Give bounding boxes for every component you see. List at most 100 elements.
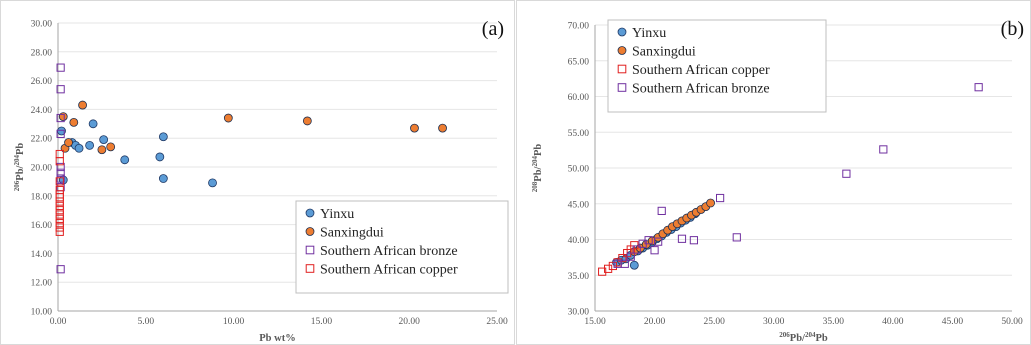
data-point <box>155 152 165 162</box>
chart-b-y-tick-label: 60.00 <box>568 93 590 103</box>
chart-b-x-tick-label: 40.00 <box>882 317 904 327</box>
chart-b-y-tick-label: 40.00 <box>568 236 590 246</box>
data-point <box>56 85 65 94</box>
data-point <box>598 267 607 276</box>
data-point <box>644 236 653 245</box>
data-point <box>158 174 168 183</box>
chart-b-legend <box>607 19 827 113</box>
data-point <box>208 178 217 188</box>
data-point <box>302 116 312 126</box>
chart-b-x-tick-label: 20.00 <box>644 317 666 327</box>
chart-b-y-tick-label: 50.00 <box>568 165 590 175</box>
chart-a-y-tick-label: 14.00 <box>31 250 53 260</box>
chart-b-x-tick-label: 45.00 <box>942 317 964 327</box>
legend-marker <box>617 64 627 74</box>
scatter-chart-b: 30.00 35.00 40.00 45.00 50.00 55.00 60.00 65.00… <box>516 0 1031 345</box>
legend-entry-yinxu: Yinxu <box>320 207 354 222</box>
chart-a-y-tick-label: 16.00 <box>31 221 53 231</box>
data-point <box>604 264 613 273</box>
chart-a-x-tick-label: 15.00 <box>311 317 333 327</box>
chart-b-y-tick-label: 65.00 <box>568 57 590 67</box>
data-point <box>732 233 741 242</box>
chart-a-y-tick-label: 10.00 <box>31 308 53 318</box>
chart-b-y-tick-label: 45.00 <box>568 200 590 210</box>
chart-b-x-axis-title: 206Pb/204Pb <box>779 331 828 344</box>
data-point <box>716 193 725 203</box>
chart-b-panel-label: (b) <box>1001 18 1024 40</box>
chart-b-y-tick-label: 70.00 <box>568 22 590 32</box>
data-point <box>85 140 95 150</box>
chart-b-x-tick-label: 15.00 <box>584 317 606 327</box>
data-point <box>632 245 641 254</box>
data-point <box>626 252 635 261</box>
data-point <box>55 210 64 219</box>
chart-panel-b: 30.00 35.00 40.00 45.00 50.00 55.00 60.00 65.00… <box>516 0 1031 345</box>
data-point <box>78 100 87 110</box>
data-point <box>55 206 64 215</box>
data-point <box>689 236 698 245</box>
data-point <box>55 223 64 232</box>
legend-entry-southern-african-copper: Southern African copper <box>320 263 458 278</box>
data-point <box>106 142 116 152</box>
data-point <box>69 117 79 127</box>
data-point <box>55 197 64 206</box>
chart-a-legend <box>295 200 509 294</box>
data-point <box>120 155 130 165</box>
data-point <box>56 174 65 183</box>
chart-b-y-tick-label: 30.00 <box>568 308 590 318</box>
legend-entry-southern-african-bronze: Southern African bronze <box>320 244 458 259</box>
data-point <box>55 177 64 186</box>
chart-a-x-tick-label: 20.00 <box>399 317 421 327</box>
data-point <box>56 113 65 123</box>
chart-b-y-axis-title: 208Pb/204Pb <box>531 144 544 193</box>
chart-b-series-southern-african-bronze <box>613 83 983 268</box>
data-point <box>74 143 84 153</box>
chart-a-y-tick-label: 22.00 <box>31 135 53 145</box>
legend-marker <box>305 264 315 273</box>
data-point <box>629 260 639 270</box>
chart-a-y-tick-label: 28.00 <box>31 48 53 58</box>
legend-marker <box>305 208 315 218</box>
chart-b-x-tick-label: 50.00 <box>1001 317 1023 327</box>
scatter-chart-a: 10.00 12.00 14.00 16.00 18.00 20.00 22.00 24.00… <box>0 0 515 345</box>
data-point <box>55 227 64 236</box>
chart-a-series-sanxingdui <box>58 100 447 155</box>
legend-marker <box>617 83 627 92</box>
data-point <box>55 157 64 166</box>
chart-a-x-tick-label: 25.00 <box>486 317 508 327</box>
chart-a-y-tick-label: 12.00 <box>31 279 53 289</box>
data-point <box>56 129 65 138</box>
data-point <box>438 123 447 133</box>
chart-a-y-tick-label: 24.00 <box>31 106 53 116</box>
data-point <box>88 119 98 129</box>
data-point <box>55 214 64 223</box>
chart-b-y-tick-label: 55.00 <box>568 129 590 139</box>
legend-marker <box>617 46 627 55</box>
chart-a-y-tick-label: 20.00 <box>31 164 53 174</box>
data-point <box>97 145 107 155</box>
chart-panel-a: 10.00 12.00 14.00 16.00 18.00 20.00 22.00 24.00… <box>0 0 515 345</box>
data-point <box>618 253 627 263</box>
chart-a-y-tick-label: 30.00 <box>31 20 53 30</box>
legend-marker <box>305 227 315 236</box>
data-point <box>650 246 659 255</box>
data-point <box>158 132 168 142</box>
data-point <box>56 63 65 72</box>
chart-a-y-tick-label: 26.00 <box>31 77 53 87</box>
data-point <box>706 198 715 208</box>
chart-a-x-tick-label: 10.00 <box>223 317 245 327</box>
chart-b-x-tick-label: 25.00 <box>703 317 725 327</box>
data-point <box>620 259 629 268</box>
data-point <box>657 206 666 216</box>
data-point <box>58 112 68 121</box>
chart-a-series-southern-african-bronze <box>56 63 65 274</box>
legend-entry-southern-african-copper: Southern African copper <box>632 63 770 78</box>
data-point <box>223 113 233 123</box>
data-point <box>630 241 639 250</box>
chart-a-series-southern-african-copper <box>55 149 64 236</box>
data-point <box>842 169 851 178</box>
chart-b-x-tick-label: 30.00 <box>763 317 785 327</box>
chart-a-x-tick-label: 5.00 <box>137 317 154 327</box>
data-point <box>974 83 983 92</box>
data-point <box>56 265 65 274</box>
